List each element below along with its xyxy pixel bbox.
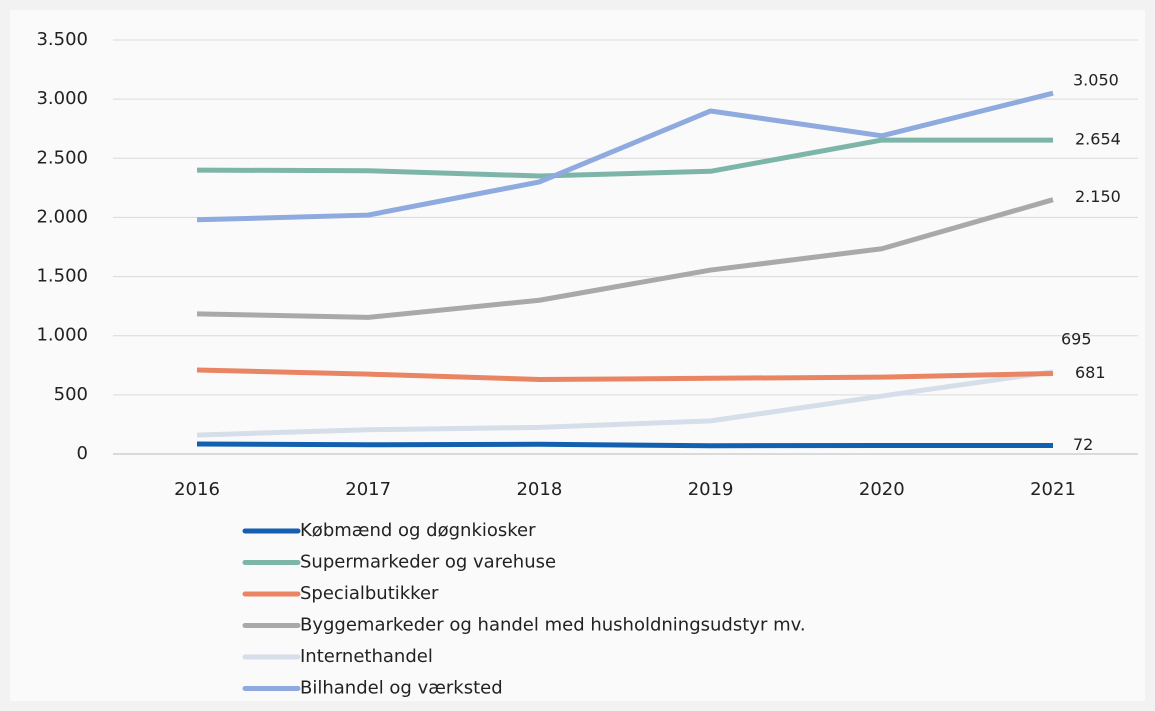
x-tick-label: 2020 (859, 479, 905, 500)
x-tick-label: 2019 (688, 479, 734, 500)
y-tick-label: 2.000 (36, 206, 88, 227)
y-tick-label: 1.000 (36, 325, 88, 346)
series-line (196, 137, 1053, 179)
y-tick-label: 0 (77, 443, 88, 464)
y-tick-label: 3.000 (36, 88, 88, 109)
value-label: 695 (1061, 329, 1092, 348)
y-tick-label: 3.500 (36, 29, 88, 50)
legend-label: Bilhandel og værksted (300, 678, 503, 699)
x-tick-label: 2017 (345, 479, 391, 500)
series-line (196, 90, 1054, 223)
legend-label: Specialbutikker (300, 583, 439, 604)
legend-label: Supermarkeder og varehuse (300, 552, 556, 573)
value-label: 681 (1075, 363, 1106, 382)
series-line (196, 367, 1054, 382)
x-tick-label: 2018 (516, 479, 562, 500)
value-label: 2.654 (1075, 130, 1121, 149)
value-label: 72 (1073, 435, 1093, 454)
plot-background (10, 10, 1145, 701)
x-tick-label: 2016 (174, 479, 220, 500)
series-line (196, 441, 1053, 449)
legend-label: Købmænd og døgnkiosker (300, 520, 536, 541)
legend-label: Byggemarkeder og handel med husholdnings… (300, 615, 806, 636)
legend-label: Internethandel (300, 646, 433, 667)
value-label: 3.050 (1073, 71, 1119, 90)
y-tick-label: 500 (54, 384, 88, 405)
value-label: 2.150 (1075, 187, 1121, 206)
x-tick-label: 2021 (1030, 479, 1076, 500)
y-tick-label: 2.500 (36, 147, 88, 168)
series-line (196, 369, 1054, 438)
y-tick-label: 1.500 (36, 266, 88, 287)
series-line (196, 197, 1054, 320)
